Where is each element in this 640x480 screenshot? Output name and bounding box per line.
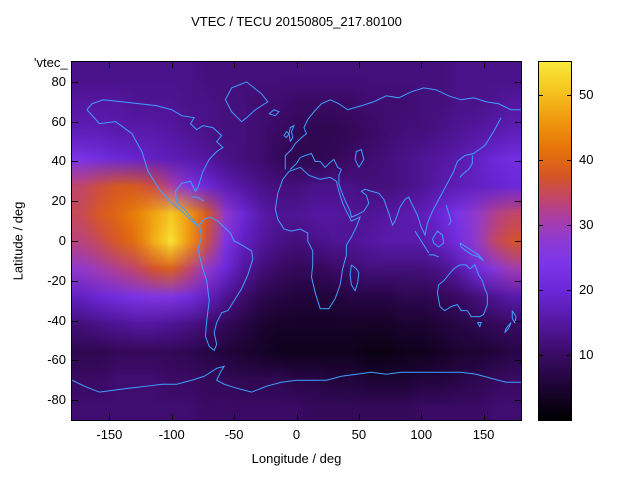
legend-label: 'vtec_: [34, 55, 68, 70]
colorbar-tickmark: [539, 354, 543, 356]
y-tickmark: [72, 241, 78, 242]
y-tick-label: 40: [51, 153, 66, 169]
colorbar-tickmark: [539, 94, 543, 96]
x-tickmark: [483, 62, 485, 68]
x-tickmark: [171, 414, 173, 420]
x-tickmark: [421, 62, 423, 68]
colorbar-tickmark: [567, 94, 571, 96]
x-tickmark: [234, 414, 236, 420]
x-tickmark: [358, 414, 360, 420]
coastline-path: [460, 155, 472, 177]
y-tickmark: [515, 201, 521, 203]
coastlines-overlay: [72, 62, 521, 420]
coastline-path: [415, 231, 429, 253]
y-tick-label: -80: [47, 392, 66, 408]
x-tickmark: [296, 414, 298, 420]
x-tickmark: [109, 62, 111, 68]
colorbar-tickmark: [539, 159, 543, 161]
coastline-path: [198, 217, 253, 350]
coastline-path: [290, 153, 341, 169]
x-tickmark: [171, 62, 173, 68]
colorbar-tickmark: [567, 224, 571, 226]
coastline-path: [429, 255, 439, 257]
coastline-path: [432, 231, 443, 247]
x-tick-label: -150: [96, 427, 123, 442]
coastline-path: [275, 167, 360, 308]
y-tick-label: -40: [47, 312, 66, 328]
y-tick-label: -20: [47, 272, 66, 288]
coastline-path: [72, 366, 521, 392]
x-axis-label: Longitude / deg: [251, 451, 342, 466]
y-tick-label: 80: [51, 73, 66, 89]
y-tickmark: [515, 81, 521, 83]
colorbar-tickmark: [567, 354, 571, 356]
coastline-path: [477, 323, 481, 327]
y-axis-label: Latitude / deg: [10, 201, 26, 281]
colorbar-tickmark: [539, 224, 543, 226]
y-tick-label: 20: [51, 193, 66, 209]
x-tickmark: [358, 62, 360, 68]
y-tickmark: [72, 280, 78, 282]
x-tick-label: 150: [472, 427, 495, 442]
y-tickmark: [72, 400, 78, 402]
coastline-path: [269, 110, 279, 116]
y-tickmark: [515, 241, 521, 242]
colorbar-tick-label: 20: [579, 281, 594, 297]
coastline-path: [348, 88, 521, 110]
coastline-path: [192, 197, 204, 201]
x-tick-label: -100: [158, 427, 185, 442]
y-tick-label: -60: [47, 352, 66, 368]
x-tickmark: [421, 414, 423, 420]
y-tickmark: [72, 161, 78, 163]
colorbar-tickmark: [567, 159, 571, 161]
colorbar-tick-label: 50: [579, 86, 594, 102]
x-tick-label: 100: [410, 427, 433, 442]
heatmap-canvas: [72, 62, 521, 420]
coastline-path: [339, 118, 501, 235]
y-tickmark: [515, 280, 521, 282]
colorbar-tick-label: 40: [579, 151, 594, 167]
coastline-path: [437, 265, 487, 317]
y-tickmark: [72, 360, 78, 362]
y-tick-label: 0: [58, 233, 66, 248]
coastline-path: [285, 100, 347, 170]
coastline-path: [289, 126, 294, 142]
coastline-path: [87, 100, 223, 227]
colorbar-tick-label: 10: [579, 346, 594, 362]
coastline-path: [284, 132, 289, 138]
y-tickmark: [515, 400, 521, 402]
y-tickmark: [515, 360, 521, 362]
x-tick-label: -50: [224, 427, 244, 442]
chart-title: VTEC / TECU 20150805_217.80100: [191, 14, 402, 29]
coastline-path: [446, 205, 451, 225]
coastline-path: [355, 150, 364, 168]
coastline-path: [460, 243, 484, 261]
x-tickmark: [483, 414, 485, 420]
y-tickmark: [72, 121, 78, 123]
y-tick-label: 60: [51, 113, 66, 129]
colorbar: [539, 62, 571, 420]
colorbar-tickmark: [539, 289, 543, 291]
x-tick-label: 0: [292, 427, 301, 442]
y-tickmark: [72, 320, 78, 322]
y-tickmark: [72, 201, 78, 203]
coastline-path: [512, 311, 516, 323]
colorbar-tick-label: 30: [579, 216, 594, 232]
x-tick-label: 50: [351, 427, 367, 442]
coastline-path: [225, 82, 267, 122]
y-tickmark: [72, 81, 78, 83]
plot-area: [72, 62, 521, 420]
coastline-path: [350, 265, 359, 291]
y-tickmark: [515, 320, 521, 322]
x-tickmark: [109, 414, 111, 420]
coastline-path: [505, 323, 511, 333]
y-tickmark: [515, 161, 521, 163]
x-tickmark: [234, 62, 236, 68]
colorbar-tickmark: [567, 289, 571, 291]
y-tickmark: [515, 121, 521, 123]
x-tickmark: [296, 62, 298, 68]
